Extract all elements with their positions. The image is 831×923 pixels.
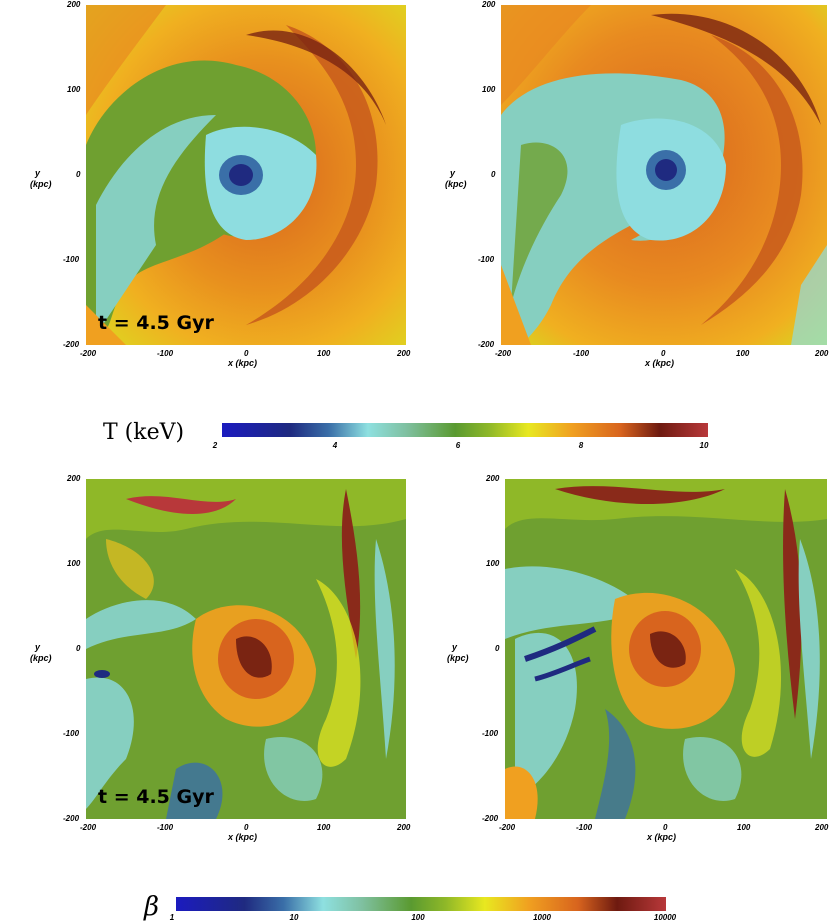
beta-colorbar-tick: 10000: [653, 913, 677, 922]
y-axis-unit: (kpc): [445, 179, 467, 189]
temperature-image: [501, 5, 827, 345]
y-axis-label: y: [452, 642, 458, 652]
temperature-panel-left: t = 4.5 Gyr 200 100 0 -100 -200 y (kpc) …: [0, 0, 415, 375]
x-tick-label: -200: [80, 823, 97, 832]
y-tick-label: 0: [76, 644, 81, 653]
y-tick-label: 100: [482, 85, 496, 94]
x-tick-label: -200: [499, 823, 516, 832]
y-tick-label: 200: [482, 0, 496, 9]
y-tick-label: -200: [63, 814, 80, 823]
x-tick-label: -100: [573, 349, 590, 358]
x-tick-label: 200: [397, 823, 411, 832]
temperature-colorbar-tick: 10: [699, 441, 709, 450]
y-axis-unit: (kpc): [447, 653, 469, 663]
x-tick-label: -100: [576, 823, 593, 832]
y-axis-label: y: [35, 642, 41, 652]
beta-map: [505, 479, 827, 819]
beta-colorbar: [176, 897, 666, 911]
time-stamp: t = 4.5 Gyr: [98, 786, 214, 808]
x-tick-label: 0: [663, 823, 668, 832]
x-axis-label: x (kpc): [228, 832, 258, 842]
beta-panel-left: t = 4.5 Gyr 200 100 0 -100 -200 y (kpc) …: [0, 474, 415, 849]
x-tick-label: -100: [157, 349, 174, 358]
x-axis-label: x (kpc): [647, 832, 677, 842]
y-axis-label: y: [450, 168, 456, 178]
y-axis-unit: (kpc): [30, 653, 52, 663]
y-tick-label: 0: [76, 170, 81, 179]
x-tick-label: -100: [157, 823, 174, 832]
x-tick-label: 100: [736, 349, 750, 358]
temperature-colorbar-tick: 8: [578, 441, 584, 450]
y-tick-label: 0: [491, 170, 496, 179]
beta-panel-right: 200 100 0 -100 -200 y (kpc) -200 -100 0 …: [415, 474, 831, 849]
temperature-colorbar-tick: 2: [212, 441, 218, 450]
beta-colorbar-tick: 100: [411, 913, 425, 922]
temperature-colorbar-tick: 6: [455, 441, 461, 450]
temperature-panel-right: 200 100 0 -100 -200 y (kpc) -200 -100 0 …: [415, 0, 831, 375]
beta-colorbar-tick: 10: [289, 913, 299, 922]
x-tick-label: 200: [397, 349, 411, 358]
x-tick-label: 100: [317, 823, 331, 832]
temperature-image: [86, 5, 406, 345]
y-tick-label: 200: [486, 474, 500, 483]
x-axis-label: x (kpc): [228, 358, 258, 368]
x-axis-label: x (kpc): [645, 358, 675, 368]
y-axis-label: y: [35, 168, 41, 178]
x-tick-label: 200: [815, 823, 829, 832]
x-tick-label: 0: [244, 823, 249, 832]
y-tick-label: -200: [63, 340, 80, 349]
y-tick-label: 100: [67, 85, 81, 94]
beta-image: [505, 479, 827, 819]
y-tick-label: -100: [63, 729, 80, 738]
x-tick-label: 0: [244, 349, 249, 358]
y-tick-label: -100: [482, 729, 499, 738]
temperature-map: [86, 5, 406, 345]
x-tick-label: 200: [815, 349, 829, 358]
temperature-map: [501, 5, 827, 345]
temperature-colorbar-title: T (keV): [103, 420, 185, 445]
x-tick-label: -200: [495, 349, 512, 358]
beta-image: [86, 479, 406, 819]
temperature-colorbar: [222, 423, 708, 437]
y-tick-label: 0: [495, 644, 500, 653]
temperature-colorbar-tick: 4: [332, 441, 338, 450]
beta-colorbar-title: β: [144, 892, 160, 922]
x-tick-label: 100: [317, 349, 331, 358]
y-tick-label: -100: [63, 255, 80, 264]
y-tick-label: -200: [478, 340, 495, 349]
beta-colorbar-tick: 1: [169, 913, 175, 922]
y-axis-unit: (kpc): [30, 179, 52, 189]
x-tick-label: 100: [737, 823, 751, 832]
y-tick-label: -100: [478, 255, 495, 264]
y-tick-label: 100: [67, 559, 81, 568]
y-tick-label: 200: [67, 0, 81, 9]
time-stamp: t = 4.5 Gyr: [98, 312, 214, 334]
beta-map: [86, 479, 406, 819]
y-tick-label: -200: [482, 814, 499, 823]
beta-colorbar-tick: 1000: [533, 913, 551, 922]
y-tick-label: 100: [486, 559, 500, 568]
x-tick-label: 0: [661, 349, 666, 358]
y-tick-label: 200: [67, 474, 81, 483]
x-tick-label: -200: [80, 349, 97, 358]
